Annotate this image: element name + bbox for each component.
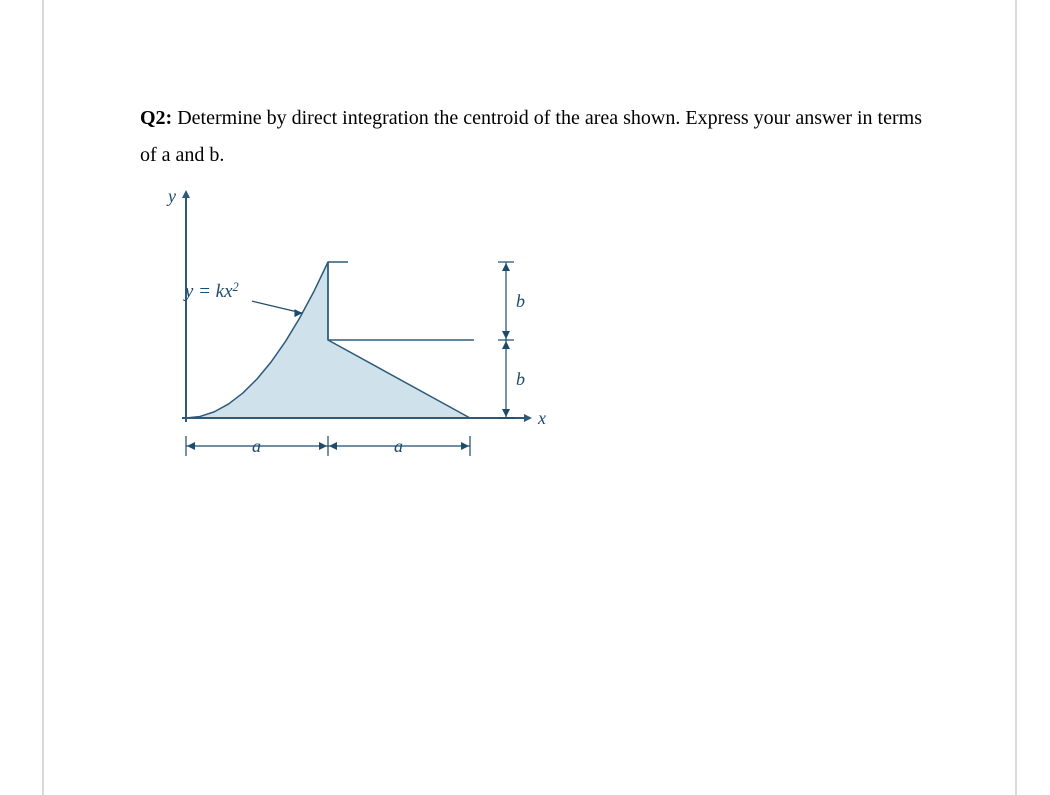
svg-text:a: a [252,436,261,456]
svg-text:x: x [537,408,546,428]
question-text: Q2: Determine by direct integration the … [140,100,940,174]
page-rule-left [42,0,44,795]
figure: y x y = kx2 a a b b [140,186,940,476]
question-label: Q2: [140,107,172,129]
svg-text:b: b [516,369,525,389]
svg-text:b: b [516,291,525,311]
svg-text:y: y [166,186,176,206]
svg-text:y = kx2: y = kx2 [183,280,239,302]
figure-svg: y x y = kx2 a a b b [140,186,570,476]
question-body-1: Determine by direct integration the cent… [177,107,922,129]
page-rule-right [1015,0,1017,795]
question-body-2: of a and b. [140,144,224,166]
svg-text:a: a [394,436,403,456]
